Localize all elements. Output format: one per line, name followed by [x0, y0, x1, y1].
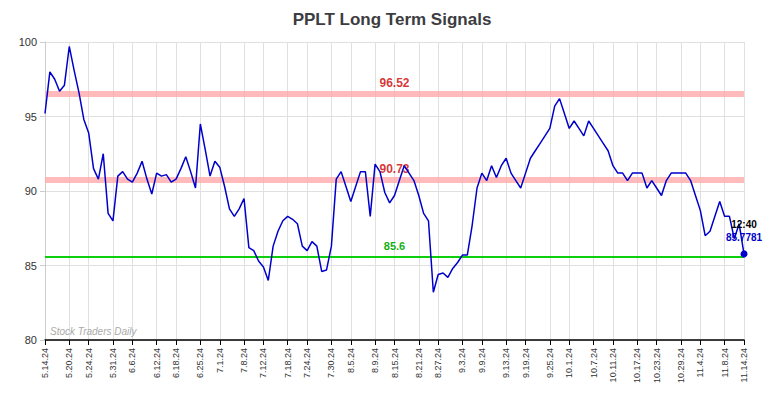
svg-text:9.13.24: 9.13.24 [501, 348, 511, 378]
svg-text:90: 90 [25, 185, 37, 197]
svg-text:10.23.24: 10.23.24 [652, 348, 662, 383]
svg-text:12:40: 12:40 [731, 219, 757, 230]
svg-text:9.3.24: 9.3.24 [457, 348, 467, 373]
svg-text:8.5.24: 8.5.24 [346, 348, 356, 373]
svg-text:7.1.24: 7.1.24 [215, 348, 225, 373]
svg-text:90.73: 90.73 [379, 162, 409, 176]
svg-text:PPLT Long Term Signals: PPLT Long Term Signals [293, 10, 492, 29]
svg-text:10.1.24: 10.1.24 [564, 348, 574, 378]
svg-text:80: 80 [25, 334, 37, 346]
svg-text:5.14.24: 5.14.24 [40, 348, 50, 378]
svg-text:96.52: 96.52 [379, 76, 409, 90]
svg-text:8.27.24: 8.27.24 [433, 348, 443, 378]
svg-text:100: 100 [19, 36, 37, 48]
svg-text:9.9.24: 9.9.24 [477, 348, 487, 373]
svg-text:7.18.24: 7.18.24 [283, 348, 293, 378]
svg-text:7.24.24: 7.24.24 [302, 348, 312, 378]
svg-text:95: 95 [25, 111, 37, 123]
svg-text:8.15.24: 8.15.24 [390, 348, 400, 378]
svg-text:10.29.24: 10.29.24 [676, 348, 686, 383]
svg-text:Stock Traders Daily: Stock Traders Daily [50, 326, 138, 337]
svg-text:8.21.24: 8.21.24 [414, 348, 424, 378]
svg-text:11.8.24: 11.8.24 [720, 348, 730, 377]
svg-text:9.19.24: 9.19.24 [521, 348, 531, 378]
svg-text:5.20.24: 5.20.24 [64, 348, 74, 378]
svg-text:5.31.24: 5.31.24 [108, 348, 118, 378]
svg-text:11.4.24: 11.4.24 [695, 348, 705, 377]
svg-text:5.24.24: 5.24.24 [84, 348, 94, 378]
svg-text:7.8.24: 7.8.24 [239, 348, 249, 373]
svg-text:6.6.24: 6.6.24 [127, 348, 137, 373]
svg-text:8.9.24: 8.9.24 [370, 348, 380, 373]
svg-text:7.12.24: 7.12.24 [258, 348, 268, 378]
svg-text:85.6: 85.6 [384, 240, 405, 252]
svg-text:10.7.24: 10.7.24 [589, 348, 599, 378]
svg-text:85: 85 [25, 260, 37, 272]
svg-text:11.14.24: 11.14.24 [739, 348, 749, 382]
svg-text:10.11.24: 10.11.24 [608, 348, 618, 382]
svg-text:10.17.24: 10.17.24 [632, 348, 642, 383]
svg-text:6.25.24: 6.25.24 [195, 348, 205, 378]
svg-text:6.18.24: 6.18.24 [171, 348, 181, 378]
svg-text:7.30.24: 7.30.24 [326, 348, 336, 378]
svg-text:6.12.24: 6.12.24 [152, 348, 162, 378]
svg-text:9.25.24: 9.25.24 [545, 348, 555, 378]
svg-text:85.7781: 85.7781 [726, 232, 763, 243]
